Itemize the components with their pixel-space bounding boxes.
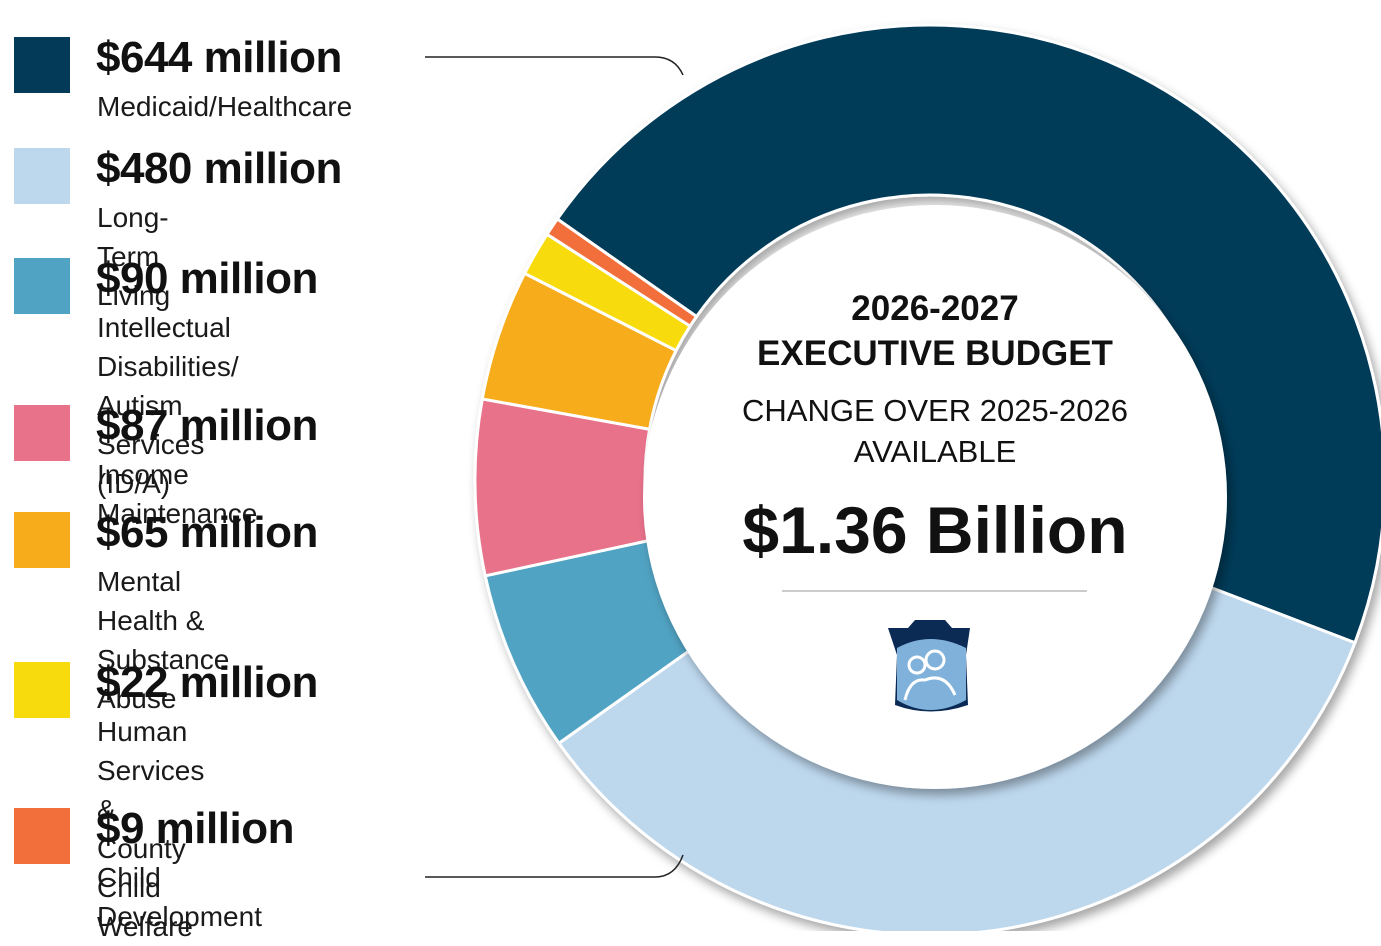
center-note: CHANGE OVER 2025-2026 — [742, 393, 1128, 428]
center-total: $1.36 Billion — [742, 493, 1127, 567]
legend-amount: $480 million — [96, 144, 342, 193]
legend-label: Income Maintenance — [97, 459, 258, 529]
legend-amount: $90 million — [96, 254, 318, 303]
legend-amount: $65 million — [96, 508, 318, 557]
legend-swatch — [14, 258, 70, 314]
legend-amount: $87 million — [96, 401, 318, 450]
legend-swatch — [14, 662, 70, 718]
center-note: AVAILABLE — [854, 434, 1017, 469]
connector — [425, 56, 684, 76]
donut-segment — [544, 216, 699, 329]
connector — [425, 854, 684, 878]
legend-amount: $22 million — [96, 658, 318, 707]
legend-label: Child Development — [97, 862, 262, 932]
legend-label: Intellectual Disabilities/ Autism Servic… — [97, 312, 239, 499]
legend-label: Long-Term Living — [97, 202, 171, 311]
logo — [888, 620, 970, 712]
legend-swatch — [14, 148, 70, 204]
center-disc — [643, 205, 1227, 789]
center-subtitle: EXECUTIVE BUDGET — [757, 334, 1113, 373]
legend-amount: $9 million — [96, 804, 294, 853]
legend-label: Mental Health & Substance Abuse — [97, 566, 230, 714]
legend-label: Medicaid/Healthcare — [97, 91, 353, 122]
legend-swatch — [14, 512, 70, 568]
legend-swatch — [14, 405, 70, 461]
legend-amount: $644 million — [96, 33, 342, 82]
legend-swatch — [14, 808, 70, 864]
legend-swatch — [14, 37, 70, 93]
center-title: 2026-2027 — [851, 289, 1018, 328]
